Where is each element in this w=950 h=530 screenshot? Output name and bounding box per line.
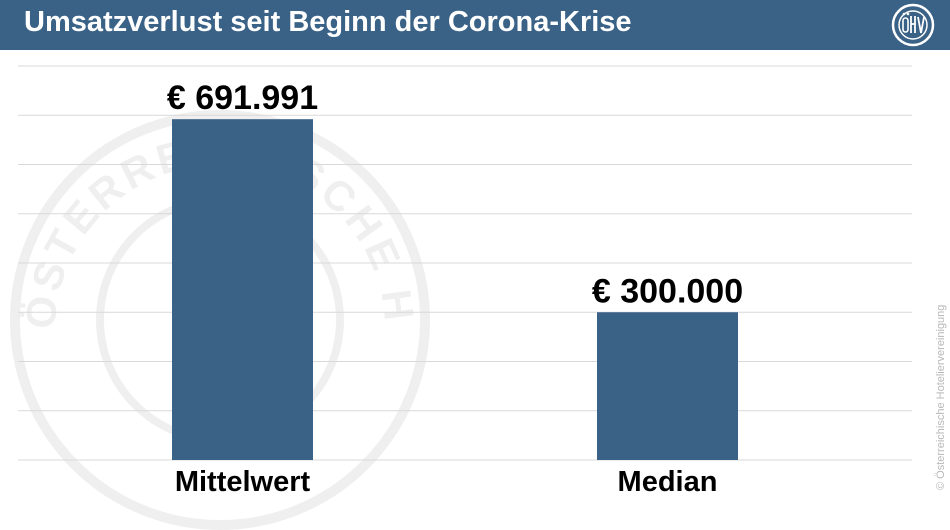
data-label: € 300.000 — [592, 272, 743, 310]
bar-chart: € 691.991 € 300.000 Mittelwert Median — [18, 65, 912, 498]
page-title: Umsatzverlust seit Beginn der Corona-Kri… — [24, 6, 632, 38]
data-labels: € 691.991 € 300.000 — [167, 79, 743, 310]
category-labels: Mittelwert Median — [175, 466, 718, 498]
data-label: € 691.991 — [167, 79, 318, 117]
oehv-logo — [891, 3, 935, 47]
gridlines — [18, 65, 912, 461]
category-label: Mittelwert — [175, 466, 311, 498]
category-label: Median — [618, 466, 718, 498]
header-bar: Umsatzverlust seit Beginn der Corona-Kri… — [0, 0, 950, 50]
bar-median — [597, 312, 738, 460]
copyright-note: © Österreichische Hoteliervereinigung — [935, 304, 947, 490]
bar-mittelwert — [172, 119, 313, 461]
bars — [172, 119, 738, 461]
